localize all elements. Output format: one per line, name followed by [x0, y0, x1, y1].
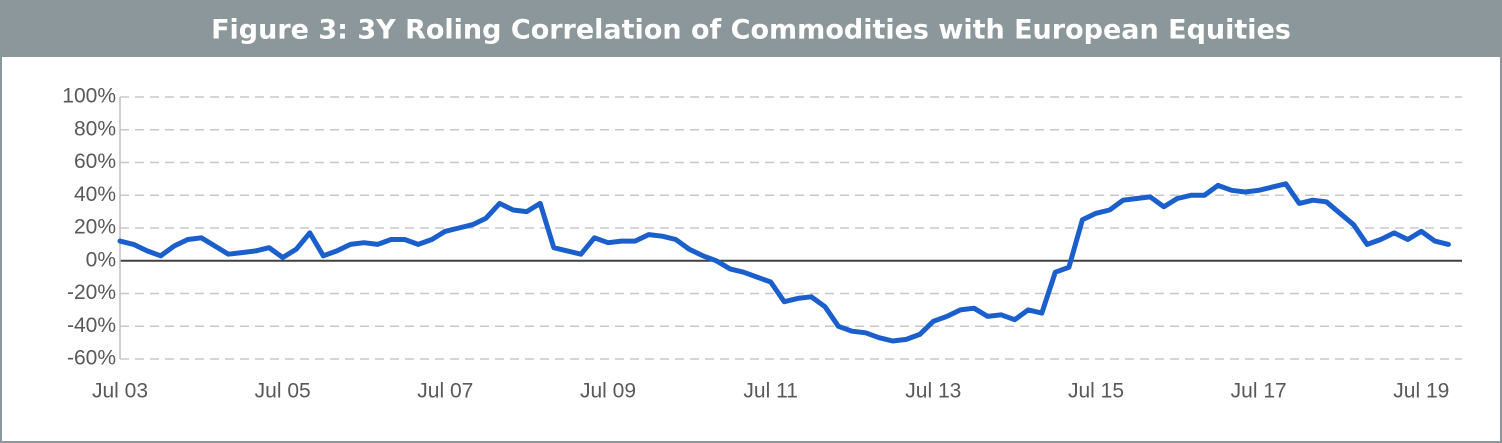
x-tick-label: Jul 17	[1231, 380, 1287, 403]
data-line	[117, 181, 1451, 344]
x-tick-label: Jul 19	[1393, 380, 1449, 403]
y-tick-label: 80%	[74, 117, 116, 140]
x-tick-label: Jul 03	[92, 380, 148, 403]
y-tick-label: -20%	[67, 281, 116, 304]
y-tick-label: -40%	[67, 314, 116, 337]
y-tick-label: 100%	[62, 85, 116, 108]
x-tick-label: Jul 15	[1068, 380, 1124, 403]
y-tick-label: -60%	[67, 347, 116, 370]
y-tick-label: 0%	[86, 248, 116, 271]
x-tick-label: Jul 09	[580, 380, 636, 403]
x-tick-label: Jul 13	[905, 380, 961, 403]
chart-title: Figure 3: 3Y Roling Correlation of Commo…	[211, 15, 1291, 46]
x-tick-label: Jul 05	[255, 380, 311, 403]
y-tick-label: 60%	[74, 150, 116, 173]
title-banner	[1, 1, 1501, 57]
y-tick-label: 40%	[74, 183, 116, 206]
x-tick-label: Jul 07	[417, 380, 473, 403]
x-tick-label: Jul 11	[743, 380, 797, 403]
y-tick-label: 20%	[74, 216, 116, 239]
